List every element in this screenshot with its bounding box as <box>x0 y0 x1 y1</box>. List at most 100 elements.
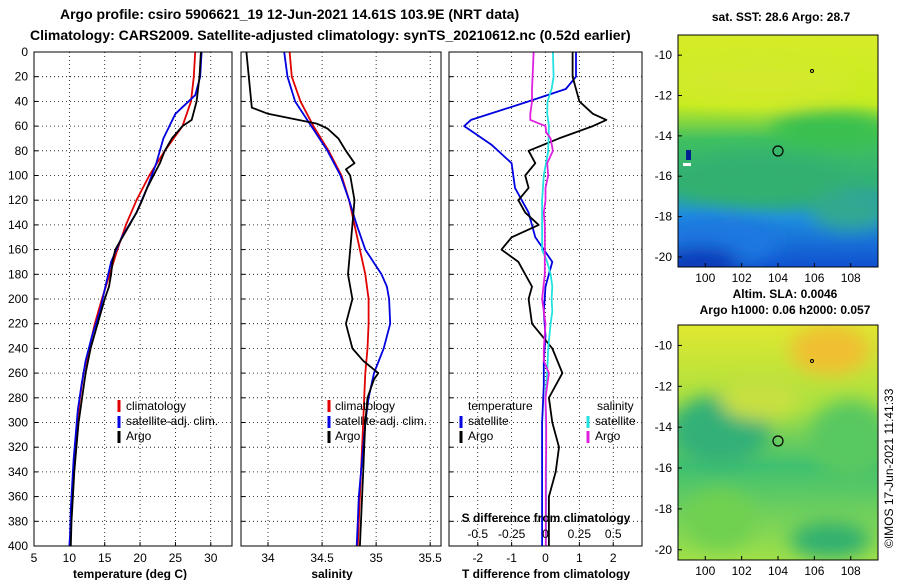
x-tick-label: -1 <box>506 551 517 565</box>
map-lat-label: -16 <box>655 461 673 475</box>
panel-frame <box>448 51 643 547</box>
y-tick-label: 160 <box>8 243 28 257</box>
y-tick-label: 400 <box>8 539 28 553</box>
depth-axis-ticks: 0 20 40 60 80 100 120 140 160 180 200 220 240 260 280 3… <box>8 45 28 553</box>
watermark: ©IMOS 17-Jun-2021 11:41:33 <box>882 388 896 548</box>
s-difference-ticks: -0.5 -0.25 0 0.25 0.5 <box>467 527 621 541</box>
y-tick-label: 340 <box>8 465 28 479</box>
title-line-2: Climatology: CARS2009. Satellite-adjuste… <box>30 27 631 43</box>
y-tick-label: 280 <box>8 391 28 405</box>
legend-t-satellite: satellite <box>468 414 509 428</box>
y-tick-label: 60 <box>15 119 29 133</box>
map-lon-label: 106 <box>804 271 824 285</box>
y-tick-label: 240 <box>8 341 28 355</box>
legend-argo: Argo <box>126 429 152 443</box>
y-tick-label: 220 <box>8 317 28 331</box>
x-tick-label: 0 <box>542 551 549 565</box>
map-lon-label: 102 <box>732 271 752 285</box>
y-tick-label: 320 <box>8 440 28 454</box>
map-lat-label: -10 <box>655 48 673 62</box>
legend-climatology: climatology <box>126 399 186 413</box>
x-tick-label: 34.5 <box>310 551 334 565</box>
y-tick-label: 200 <box>8 292 28 306</box>
y-tick-label: 380 <box>8 514 28 528</box>
map-lat-label: -16 <box>655 169 673 183</box>
x-tick-label: 2 <box>610 551 617 565</box>
title-line-1: Argo profile: csiro 5906621_19 12-Jun-20… <box>60 6 519 22</box>
sla-map-ticks: -10 -12 -14 -16 -18 -20 100 102 104 106 108 <box>655 338 861 578</box>
map-lat-label: -12 <box>655 379 673 393</box>
x-tick-label: 15 <box>98 551 112 565</box>
sst-map <box>677 34 879 268</box>
x-tick-label: 35.5 <box>419 551 443 565</box>
difference-xlabel: T difference from climatology <box>462 567 630 580</box>
series-line-argo <box>69 51 202 547</box>
series-line-climatology <box>69 51 197 547</box>
x-tick-label: -2 <box>472 551 483 565</box>
panel-frame <box>240 51 442 547</box>
series-line-temperature-satellite <box>463 52 577 546</box>
map-lat-label: -18 <box>655 502 673 516</box>
map-lon-label: 108 <box>841 271 861 285</box>
y-tick-label: 0 <box>21 45 28 59</box>
salinity-panel: 34 34.5 35 35.5 <box>240 51 443 565</box>
series-line-argo <box>245 51 380 547</box>
y-tick-label: 260 <box>8 366 28 380</box>
s-diff-tick-label: -0.25 <box>498 527 526 541</box>
x-tick-label: 34 <box>261 551 275 565</box>
legend-s-argo: Argo <box>595 429 621 443</box>
series-line-salinity-argo <box>529 51 554 546</box>
legend-t-argo: Argo <box>468 429 494 443</box>
map-lon-label: 104 <box>768 271 788 285</box>
map-lat-label: -10 <box>655 338 673 352</box>
x-tick-label: 1 <box>576 551 583 565</box>
y-tick-label: 40 <box>15 94 29 108</box>
argo-float-marker-2 <box>772 435 784 447</box>
s-difference-label: S difference from climatology <box>462 511 631 525</box>
salinity-legend: climatology satellite-adj. clim. Argo <box>327 399 427 443</box>
temperature-panel: 5 10 15 20 25 30 <box>31 51 233 565</box>
x-tick-label: 30 <box>204 551 218 565</box>
x-tick-label: 25 <box>169 551 183 565</box>
map-lat-label: -14 <box>655 129 673 143</box>
salinity-xlabel: salinity <box>311 567 353 580</box>
sst-map-title: sat. SST: 28.6 Argo: 28.7 <box>712 10 851 24</box>
s-diff-tick-label: -0.5 <box>467 527 488 541</box>
sla-map-title-1: Altim. SLA: 0.0046 <box>733 287 838 301</box>
y-tick-label: 300 <box>8 416 28 430</box>
map-lon-label: 102 <box>732 564 752 578</box>
legend-s-satellite: satellite <box>595 414 636 428</box>
panel-frame <box>33 51 233 547</box>
difference-panel: -2 -1 0 1 2 <box>448 51 643 565</box>
map-lat-label: -20 <box>655 543 673 557</box>
legend-satellite: satellite-adj. clim. <box>126 414 218 428</box>
sst-map-ticks: -10 -12 -14 -16 -18 -20 100 102 104 106 108 <box>655 48 861 285</box>
y-tick-label: 360 <box>8 490 28 504</box>
sla-map <box>677 324 879 561</box>
map-lon-label: 108 <box>841 564 861 578</box>
map-lon-label: 100 <box>695 271 715 285</box>
legend-argo: Argo <box>335 429 361 443</box>
sla-map-title-2: Argo h1000: 0.06 h2000: 0.057 <box>700 303 871 317</box>
legend-climatology: climatology <box>335 399 395 413</box>
y-tick-label: 120 <box>8 193 28 207</box>
series-line-satellite-adj-clim- <box>68 51 203 547</box>
x-tick-label: 5 <box>31 551 38 565</box>
y-tick-label: 180 <box>8 267 28 281</box>
temperature-xlabel: temperature (deg C) <box>73 567 187 580</box>
y-tick-label: 100 <box>8 169 28 183</box>
map-lat-label: -20 <box>655 250 673 264</box>
map-lon-label: 100 <box>695 564 715 578</box>
s-diff-tick-label: 0 <box>542 527 549 541</box>
x-tick-label: 10 <box>63 551 77 565</box>
y-tick-label: 20 <box>15 70 29 84</box>
y-tick-label: 140 <box>8 218 28 232</box>
profile-panels: 5 10 15 20 25 30 34 34.5 35 35.5 -2 -1 0 1 2 <box>31 51 643 565</box>
x-tick-label: 35 <box>369 551 383 565</box>
map-lon-label: 104 <box>768 564 788 578</box>
legend-satellite: satellite-adj. clim. <box>335 414 427 428</box>
argo-float-marker <box>772 145 784 157</box>
legend-salinity-title: salinity <box>597 399 634 413</box>
difference-legend: temperature satellite Argo salinity sate… <box>459 399 636 525</box>
